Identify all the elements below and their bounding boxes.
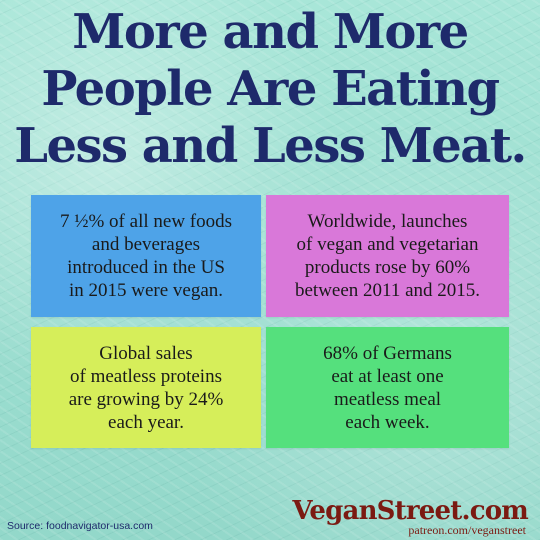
fact-card-global-sales: Global sales of meatless proteins are gr… [31, 327, 261, 448]
fact-line: Worldwide, launches [307, 211, 468, 232]
patreon-url: patreon.com/veganstreet [408, 523, 526, 537]
fact-line: products rose by 60% [304, 257, 471, 278]
brand-wordmark: VeganStreet.com [292, 496, 528, 526]
fact-line: 68% of Germans [323, 342, 452, 364]
fact-line: are growing by 24% [68, 388, 224, 410]
fact-line: and beverages [91, 234, 201, 255]
fact-card-new-foods: 7 ½% of all new foods and beverages intr… [31, 195, 261, 317]
fact-line: of meatless proteins [70, 365, 222, 387]
fact-line: in 2015 were vegan. [68, 280, 224, 301]
source-credit: Source: foodnavigator-usa.com [7, 520, 153, 532]
fact-line: eat at least one [331, 365, 444, 387]
fact-line: Global sales [99, 342, 193, 364]
fact-line: of vegan and vegetarian [296, 234, 479, 255]
fact-line: each year. [108, 411, 184, 433]
fact-line: each week. [345, 411, 430, 433]
fact-card-germans: 68% of Germans eat at least one meatless… [266, 327, 509, 448]
headline-line-3: Less and Less Meat. [14, 118, 527, 174]
fact-card-worldwide-launches: Worldwide, launches of vegan and vegetar… [266, 195, 509, 317]
fact-line: between 2011 and 2015. [294, 280, 481, 301]
headline-line-2: People Are Eating [41, 61, 500, 117]
fact-line: introduced in the US [67, 257, 225, 278]
fact-line: 7 ½% of all new foods [59, 211, 233, 232]
fact-line: meatless meal [333, 388, 442, 410]
headline-line-1: More and More [72, 4, 469, 60]
headline: More and More People Are Eating Less and… [0, 4, 540, 175]
